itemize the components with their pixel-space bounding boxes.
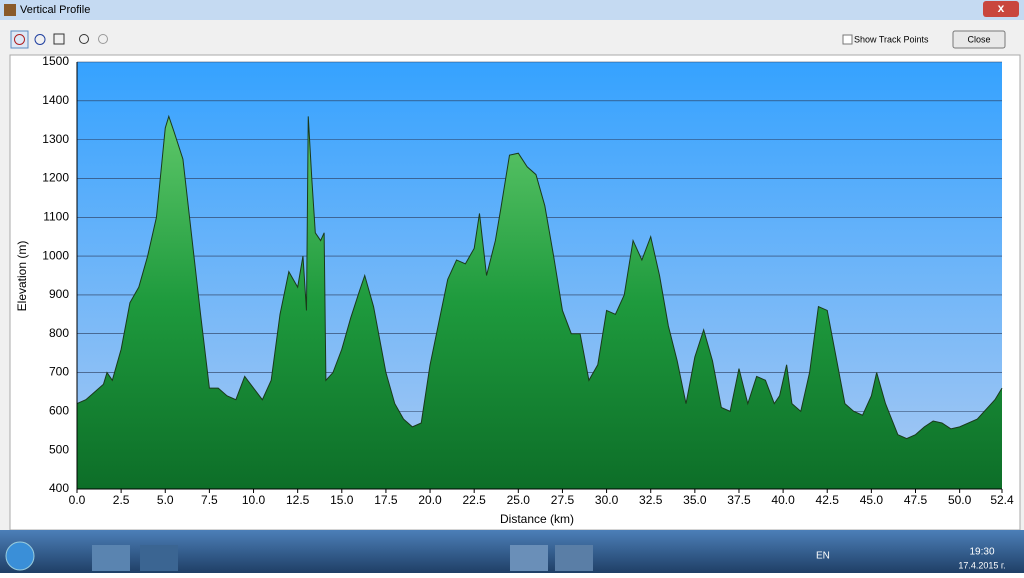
taskbar-explorer[interactable]	[92, 545, 130, 571]
y-tick-label: 400	[49, 481, 69, 495]
elevation-line	[76, 114, 1003, 440]
x-axis-label: Distance (km)	[500, 512, 574, 526]
x-tick-label: 15.0	[330, 493, 354, 507]
clock-date: 17.4.2015 г.	[958, 560, 1005, 570]
taskbar-app[interactable]	[510, 545, 548, 571]
close-button[interactable]	[952, 30, 1006, 49]
x-tick-label: 12.5	[286, 493, 310, 507]
x-tick-label: 10.0	[242, 493, 266, 507]
y-tick-label: 1100	[43, 209, 69, 223]
close-x-glyph: x	[998, 1, 1005, 15]
checkbox-label: Show Track Points	[854, 34, 929, 44]
x-tick-label: 30.0	[595, 493, 619, 507]
window-title: Vertical Profile	[20, 4, 90, 16]
y-tick-label: 1400	[42, 93, 69, 107]
y-tick-label: 500	[49, 442, 69, 456]
x-tick-label: 32.5	[639, 493, 663, 507]
x-tick-label: 20.0	[418, 493, 442, 507]
close-button-label: Close	[967, 34, 990, 44]
elevation-area	[77, 116, 1002, 489]
close-x[interactable]	[983, 1, 1019, 17]
x-tick-label: 35.0	[683, 493, 707, 507]
tool-zoom-rect[interactable]	[53, 33, 65, 45]
y-axis-label: Elevation (m)	[15, 241, 29, 312]
tool-select[interactable]	[10, 30, 29, 49]
y-tick-label: 700	[49, 365, 69, 379]
x-tick-label: 47.5	[904, 493, 928, 507]
y-tick-label: 1200	[42, 171, 69, 185]
x-tick-label: 17.5	[374, 493, 398, 507]
taskbar-app-active[interactable]	[555, 545, 593, 571]
x-tick-label: 42.5	[816, 493, 840, 507]
x-tick-label: 45.0	[860, 493, 884, 507]
x-tick-label: 27.5	[551, 493, 575, 507]
x-tick-label: 22.5	[463, 493, 487, 507]
x-tick-label: 40.0	[771, 493, 795, 507]
x-tick-label: 0.0	[69, 493, 86, 507]
x-tick-label: 37.5	[727, 493, 751, 507]
x-tick-label: 50.0	[948, 493, 972, 507]
tool-zoom-out[interactable]	[98, 34, 108, 44]
x-tick-label: 7.5	[201, 493, 218, 507]
x-tick-label: 25.0	[507, 493, 531, 507]
y-tick-label: 1000	[42, 248, 69, 262]
start-button[interactable]	[5, 541, 35, 571]
x-tick-label: 2.5	[113, 493, 130, 507]
tool-select-icon	[14, 34, 25, 45]
checkbox[interactable]	[842, 34, 853, 45]
app-icon	[4, 4, 16, 16]
x-tick-label: 52.4	[990, 493, 1014, 507]
taskbar-media[interactable]	[140, 545, 178, 571]
language: EN	[816, 551, 830, 562]
y-tick-label: 600	[49, 404, 69, 418]
tool-zoom-in[interactable]	[79, 34, 89, 44]
y-tick-label: 800	[49, 326, 69, 340]
title-bar	[0, 0, 1024, 20]
tool-crosshair[interactable]	[34, 34, 46, 45]
x-tick-label: 5.0	[157, 493, 174, 507]
y-tick-label: 1500	[42, 54, 69, 68]
clock-time: 19:30	[969, 547, 994, 558]
y-tick-label: 1300	[42, 132, 69, 146]
y-tick-label: 900	[49, 287, 69, 301]
